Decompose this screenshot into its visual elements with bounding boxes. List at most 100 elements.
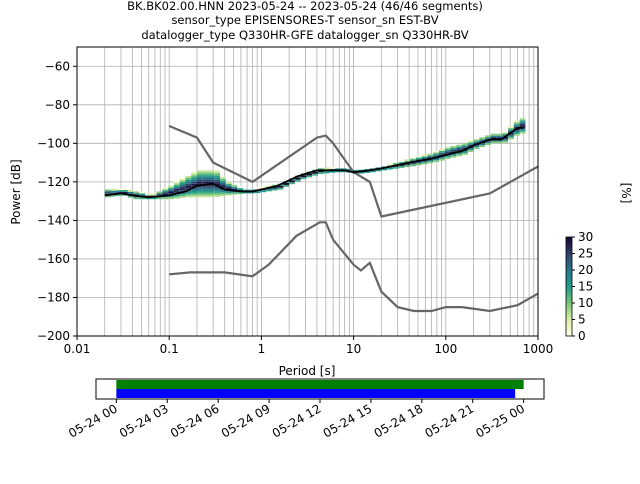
density-cell xyxy=(513,133,520,136)
density-cell xyxy=(214,177,221,180)
density-cell xyxy=(438,149,445,151)
colorbar-cell xyxy=(566,276,572,280)
colorbar: 0 5 10 15 20 25 30 [%] xyxy=(565,183,633,343)
title-line-2: sensor_type EPISENSORES-T sensor_sn EST-… xyxy=(171,13,438,27)
coverage-tick-label: 05-24 18 xyxy=(372,401,426,440)
density-cell xyxy=(220,176,226,179)
density-cell xyxy=(116,190,123,193)
colorbar-cell xyxy=(566,268,572,272)
density-cell xyxy=(116,193,123,196)
density-cell xyxy=(427,155,434,158)
density-cell xyxy=(196,195,203,198)
colorbar-cell xyxy=(566,246,572,250)
density-cell xyxy=(225,185,232,188)
density-cell xyxy=(462,152,468,155)
density-cell xyxy=(237,188,244,191)
density-cell xyxy=(202,172,209,175)
density-cell xyxy=(485,141,491,144)
density-cell xyxy=(202,181,209,184)
density-cell xyxy=(508,133,514,136)
density-cell xyxy=(191,178,197,180)
density-cell xyxy=(513,124,520,127)
density-cell xyxy=(513,120,520,123)
colorbar-cell xyxy=(566,248,572,252)
density-cell xyxy=(225,193,232,196)
density-cell xyxy=(266,189,272,192)
density-cell xyxy=(323,171,330,174)
y-tick-label: −180 xyxy=(37,290,70,304)
density-cell xyxy=(341,168,347,171)
density-cell xyxy=(508,127,514,130)
colorbar-cell xyxy=(566,252,572,256)
x-tick-label: 0.01 xyxy=(64,342,91,356)
colorbar-label: [%] xyxy=(619,183,633,204)
density-cell xyxy=(462,143,468,146)
colorbar-cell xyxy=(566,266,572,270)
density-cell xyxy=(196,193,203,196)
density-cell xyxy=(335,170,342,173)
density-cell xyxy=(450,147,457,150)
density-cell xyxy=(519,122,526,125)
density-cell xyxy=(139,197,146,200)
density-cell xyxy=(456,144,463,147)
density-cell xyxy=(404,165,411,168)
x-tick-label: 100 xyxy=(434,342,457,356)
density-cell xyxy=(260,186,267,189)
density-cell xyxy=(450,153,457,156)
density-cell xyxy=(191,172,197,175)
density-cell xyxy=(196,181,203,184)
density-cell xyxy=(410,158,416,161)
density-cell xyxy=(179,188,186,191)
density-cell xyxy=(196,185,203,188)
density-cell xyxy=(208,178,215,180)
density-cell xyxy=(220,178,226,181)
density-cell xyxy=(110,194,117,197)
density-cell xyxy=(179,182,186,185)
density-cell xyxy=(208,174,215,177)
density-cell xyxy=(191,181,197,184)
coverage-tick-label: 05-24 00 xyxy=(66,401,120,440)
y-tick-label: −200 xyxy=(37,329,70,343)
colorbar-tick-label: 25 xyxy=(578,247,593,261)
y-tick-label: −80 xyxy=(45,98,70,112)
coverage-tick-label: 05-24 12 xyxy=(270,401,324,440)
title-line-3: datalogger_type Q330HR-GFE datalogger_sn… xyxy=(141,28,468,42)
density-cell xyxy=(438,156,445,159)
density-cell xyxy=(168,187,174,190)
density-cell xyxy=(162,197,169,200)
density-cell xyxy=(168,185,174,188)
density-cell xyxy=(438,152,445,155)
density-cell xyxy=(202,176,209,179)
density-cell xyxy=(196,191,203,194)
density-cell xyxy=(185,178,192,180)
density-cell xyxy=(421,162,428,165)
noise-models xyxy=(168,124,539,313)
density-cell xyxy=(150,197,157,200)
density-cell xyxy=(202,195,209,198)
density-cell xyxy=(231,188,238,191)
density-cell xyxy=(519,125,526,128)
density-cell xyxy=(289,180,295,183)
density-cell xyxy=(214,187,221,190)
colorbar-cell xyxy=(566,308,572,311)
density-cell xyxy=(473,147,480,150)
density-cell xyxy=(421,160,428,163)
density-cell xyxy=(369,170,376,173)
density-cell xyxy=(214,172,221,174)
density-cell xyxy=(214,191,221,194)
colorbar-cell xyxy=(566,332,572,335)
density-cell xyxy=(404,159,411,162)
density-cell xyxy=(496,137,503,140)
density-cell xyxy=(231,190,238,193)
density-cell xyxy=(225,181,232,184)
density-cell xyxy=(231,186,238,189)
colorbar-cell xyxy=(566,244,572,248)
density-cell xyxy=(225,183,232,186)
density-cell xyxy=(185,181,192,184)
density-cell xyxy=(456,152,463,155)
density-cell xyxy=(502,131,509,134)
density-cell xyxy=(208,176,215,179)
density-cell xyxy=(202,178,209,180)
density-cell xyxy=(519,127,526,130)
density-cell xyxy=(156,191,163,194)
